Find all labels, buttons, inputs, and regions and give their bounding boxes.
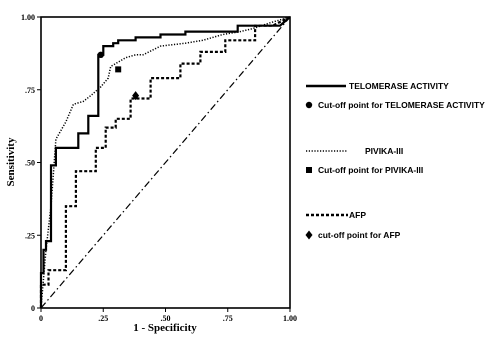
legend-marker-circle [305,101,313,109]
axis-ticks: 0 .25 .50 .75 1.00 0 .25 .50 .75 1.00 [21,13,297,323]
y-axis-title: Sensitivity [5,137,17,186]
series-layer [39,16,291,309]
legend-label: AFP [349,210,366,220]
legend: TELOMERASE ACTIVITY Cut-off point for TEL… [305,81,485,240]
y-tick-label: .50 [25,159,35,168]
x-tick-label: 0 [39,314,43,323]
x-axis-title: 1 - Specificity [133,322,197,334]
cutoff-marker-diamond [132,91,140,101]
legend-label: Cut-off point for TELOMERASE ACTIVITY [318,100,485,110]
y-tick-label: .75 [25,86,35,95]
y-tick-label: 1.00 [21,13,35,22]
x-tick-label: 1.00 [283,314,297,323]
legend-marker-diamond [305,230,313,240]
legend-label: cut-off point for AFP [318,230,401,240]
y-tick-label: .25 [25,231,35,240]
legend-label: Cut-off point for PIVIKA-III [318,165,423,175]
x-tick-label: .50 [161,314,171,323]
cutoff-marker-square [115,66,122,73]
legend-marker-square [306,167,312,173]
cutoff-markers [97,51,140,101]
y-tick-label: 0 [31,304,35,313]
x-tick-label: .75 [223,314,233,323]
cutoff-marker-circle [97,51,104,59]
legend-label: TELOMERASE ACTIVITY [349,81,449,91]
x-tick-label: .25 [98,314,108,323]
legend-label: PIVIKA-III [365,146,403,156]
series-line-afp [39,16,291,308]
reference-diagonal-line [40,16,291,309]
